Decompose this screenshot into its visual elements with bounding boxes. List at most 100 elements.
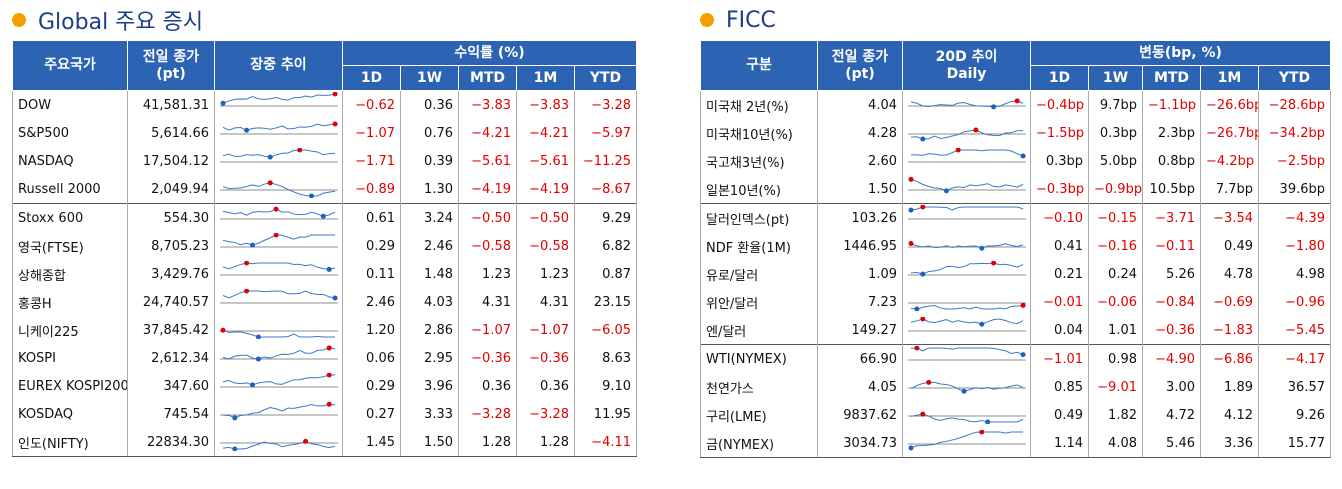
- sparkline: [219, 180, 338, 199]
- cell-value: −0.58: [458, 232, 517, 260]
- cell-value: 9837.62: [817, 401, 903, 429]
- sparkline: [219, 401, 338, 421]
- row-label: 엔/달러: [700, 316, 818, 345]
- table-row: 유로/달러 1.09 0.21 0.24 5.26 4.78 4.98: [700, 260, 1331, 288]
- cell-value: −4.21: [516, 119, 575, 147]
- cell-value: 0.3bp: [1030, 147, 1089, 175]
- cell-value: 10.5bp: [1142, 175, 1201, 204]
- table-row: 미국채 2년(%) 4.04 −0.4bp 9.7bp −1.1bp −26.6bp −28…: [700, 90, 1331, 119]
- sparkline-cell: [902, 373, 1031, 401]
- sparkline: [219, 91, 338, 107]
- cell-value: 1.01: [1088, 316, 1143, 345]
- cell-value: 66.90: [817, 344, 903, 373]
- cell-value: −1.07: [458, 316, 517, 344]
- cell-value: −0.58: [516, 232, 575, 260]
- cell-value: −4.21: [458, 119, 517, 147]
- cell-value: 3034.73: [817, 429, 903, 458]
- cell-value: −0.36: [458, 344, 517, 372]
- cell-value: 1.45: [342, 428, 401, 457]
- header-cell: 주요국가: [12, 40, 128, 91]
- cell-value: −0.69: [1200, 288, 1259, 316]
- cell-value: −4.90: [1142, 344, 1201, 373]
- cell-value: 0.49: [1200, 232, 1259, 260]
- cell-value: −3.83: [516, 90, 575, 119]
- cell-value: 2.46: [342, 288, 401, 316]
- header-row: 주요국가 전일 종가 (pt) 장중 추이 수익률 (%): [12, 40, 638, 91]
- header-text: 20D 추이: [935, 48, 998, 65]
- cell-value: −0.62: [342, 90, 401, 119]
- cell-value: −0.84: [1142, 288, 1201, 316]
- cell-value: −3.71: [1142, 203, 1201, 232]
- cell-value: 7.23: [817, 288, 903, 316]
- subheader-cell: 1W: [1088, 65, 1143, 91]
- subheader-cell: MTD: [1142, 65, 1201, 91]
- cell-value: 5.26: [1142, 260, 1201, 288]
- sparkline-cell: [902, 119, 1031, 147]
- cell-value: −0.06: [1088, 288, 1143, 316]
- cell-value: 2.86: [400, 316, 459, 344]
- table-row: WTI(NYMEX) 66.90 −1.01 0.98 −4.90 −6.86 −4.17: [700, 344, 1331, 373]
- cell-value: −0.4bp: [1030, 90, 1089, 119]
- row-label: 일본10년(%): [700, 175, 818, 204]
- table-row: 상해종합 3,429.76 0.11 1.48 1.23 1.23 0.87: [12, 260, 638, 288]
- header-text: 구분: [746, 57, 772, 73]
- bullet: [12, 13, 26, 27]
- sparkline: [907, 176, 1026, 194]
- cell-value: −0.96: [1258, 288, 1331, 316]
- row-label: WTI(NYMEX): [700, 344, 818, 373]
- table-row: 미국채10년(%) 4.28 −1.5bp 0.3bp 2.3bp −26.7bp −34.…: [700, 119, 1331, 147]
- table-row: 일본10년(%) 1.50 −0.3bp −0.9bp 10.5bp 7.7bp 39.6b…: [700, 175, 1331, 204]
- cell-value: 0.36: [516, 372, 575, 400]
- cell-value: −3.28: [573, 90, 638, 119]
- cell-value: 2.3bp: [1142, 119, 1201, 147]
- cell-value: 39.6bp: [1258, 175, 1331, 204]
- cell-value: 4.28: [817, 119, 903, 147]
- cell-value: 3.00: [1142, 373, 1201, 401]
- subheader-cell: MTD: [458, 65, 517, 91]
- subheader-cell: 1D: [342, 65, 401, 91]
- cell-value: −1.07: [342, 119, 401, 147]
- sparkline: [907, 316, 1026, 332]
- cell-value: 3.33: [400, 400, 459, 428]
- header-text: (pt): [156, 65, 186, 82]
- table-row: 달러인덱스(pt) 103.26 −0.10 −0.15 −3.71 −3.54 −4.39: [700, 203, 1331, 232]
- row-label: 위안/달러: [700, 288, 818, 316]
- cell-value: −4.17: [1258, 344, 1331, 373]
- sparkline-cell: [214, 260, 343, 288]
- title-text: FICC: [726, 7, 776, 33]
- cell-value: −0.01: [1030, 288, 1089, 316]
- subheader-cell: 1M: [516, 65, 575, 91]
- cell-value: −5.61: [516, 147, 575, 175]
- cell-value: −5.45: [1258, 316, 1331, 345]
- cell-value: 0.98: [1088, 344, 1143, 373]
- sparkline: [219, 260, 338, 276]
- cell-value: −1.01: [1030, 344, 1089, 373]
- table-row: KOSDAQ 745.54 0.27 3.33 −3.28 −3.28 11.95: [12, 400, 638, 428]
- bullet: [700, 13, 714, 27]
- sparkline-cell: [902, 316, 1031, 345]
- cell-value: 745.54: [127, 400, 215, 428]
- cell-value: −3.54: [1200, 203, 1259, 232]
- cell-value: −0.9bp: [1088, 175, 1143, 204]
- header-cell: 변동(bp, %): [1030, 40, 1331, 66]
- cell-value: 2.60: [817, 147, 903, 175]
- cell-value: 24,740.57: [127, 288, 215, 316]
- sparkline: [219, 288, 338, 304]
- sparkline: [219, 121, 338, 135]
- sparkline: [907, 127, 1026, 142]
- ficc-panel: FICC 구분 전일 종가 (pt) 20D 추이 Daily 변동(bp, %) 1D 1W M…: [700, 0, 1331, 458]
- sparkline: [219, 372, 338, 388]
- table-row: 구리(LME) 9837.62 0.49 1.82 4.72 4.12 9.26: [700, 401, 1331, 429]
- cell-value: 3.24: [400, 203, 459, 232]
- cell-value: 0.04: [1030, 316, 1089, 345]
- cell-value: 17,504.12: [127, 147, 215, 175]
- cell-value: −9.01: [1088, 373, 1143, 401]
- cell-value: 1.50: [400, 428, 459, 457]
- cell-value: 4.12: [1200, 401, 1259, 429]
- cell-value: 41,581.31: [127, 90, 215, 119]
- sparkline: [907, 260, 1026, 277]
- sparkline-cell: [214, 344, 343, 372]
- cell-value: 9.29: [573, 203, 638, 232]
- cell-value: −26.7bp: [1200, 119, 1259, 147]
